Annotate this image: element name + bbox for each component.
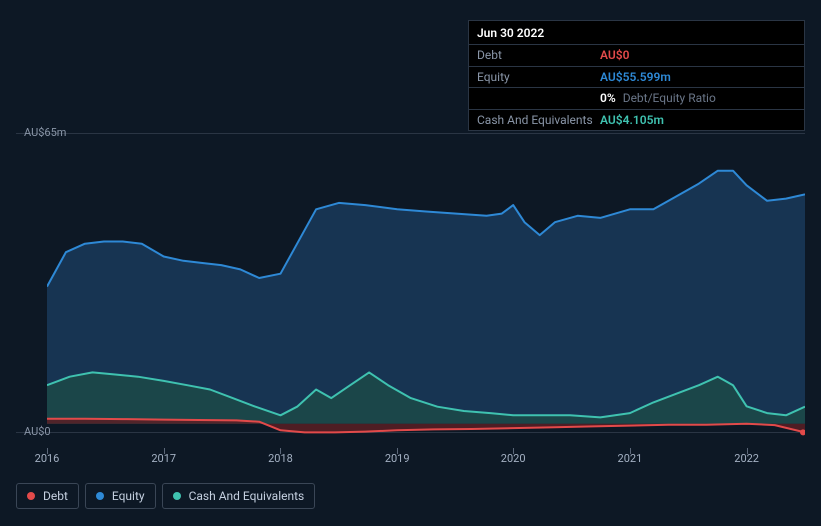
legend-label: Cash And Equivalents <box>189 489 305 503</box>
chart-tooltip: Jun 30 2022 DebtAU$0EquityAU$55.599m0% D… <box>468 20 805 131</box>
legend-item-cash-and-equivalents[interactable]: Cash And Equivalents <box>162 483 316 509</box>
xaxis: 2016201720182019202020212022 <box>47 448 805 468</box>
tooltip-row-label: Cash And Equivalents <box>477 113 600 127</box>
tooltip-row: DebtAU$0 <box>469 44 804 65</box>
xaxis-label: 2016 <box>35 452 60 465</box>
legend-item-debt[interactable]: Debt <box>16 483 79 509</box>
xaxis-label: 2018 <box>268 452 293 465</box>
tooltip-row-value: AU$0 <box>600 48 630 62</box>
legend-dot <box>96 492 104 500</box>
legend-item-equity[interactable]: Equity <box>85 483 156 509</box>
xaxis-label: 2019 <box>385 452 410 465</box>
legend-dot <box>27 492 35 500</box>
legend-label: Equity <box>112 489 145 503</box>
chart-plot[interactable] <box>47 145 805 441</box>
tooltip-row-value: AU$55.599m <box>600 70 671 84</box>
xaxis-label: 2021 <box>618 452 643 465</box>
tooltip-row-value: AU$4.105m <box>600 113 664 127</box>
tooltip-row-label <box>477 91 600 105</box>
tooltip-date: Jun 30 2022 <box>469 21 804 44</box>
tooltip-row: 0% Debt/Equity Ratio <box>469 87 804 108</box>
tooltip-row-label: Equity <box>477 70 600 84</box>
xaxis-label: 2022 <box>734 452 759 465</box>
xaxis-label: 2020 <box>501 452 526 465</box>
tooltip-row: EquityAU$55.599m <box>469 66 804 87</box>
xaxis-label: 2017 <box>151 452 176 465</box>
legend-dot <box>173 492 181 500</box>
legend-label: Debt <box>43 489 68 503</box>
chart-legend: Debt Equity Cash And Equivalents <box>16 483 315 509</box>
yaxis-max-label: AU$65m <box>24 126 66 139</box>
tooltip-row-value: 0% Debt/Equity Ratio <box>600 91 716 105</box>
tooltip-row: Cash And EquivalentsAU$4.105m <box>469 109 804 130</box>
tooltip-row-label: Debt <box>477 48 600 62</box>
gridline-top <box>16 133 805 134</box>
